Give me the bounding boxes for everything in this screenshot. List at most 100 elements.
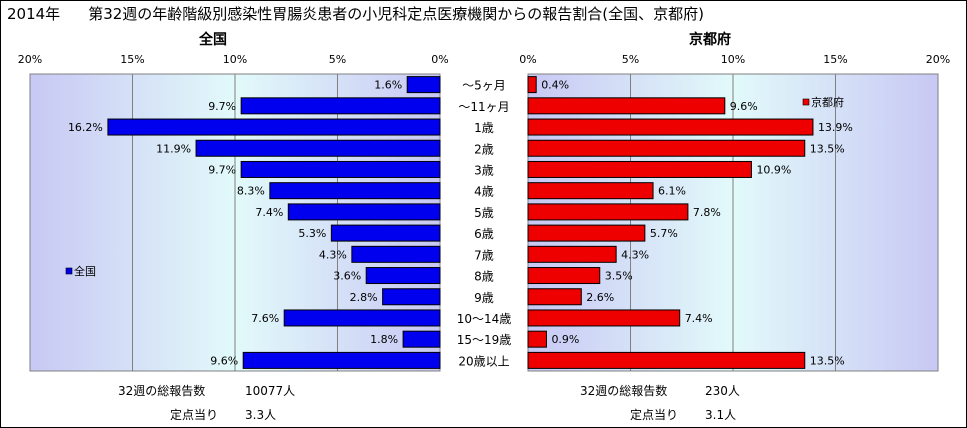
kyoto-bar [527, 160, 752, 178]
chart-title: 2014年 第32週の年齢階級別感染性胃腸炎患者の小児科定点医療機関からの報告割合… [7, 3, 704, 24]
national-data-label: 5.3% [298, 227, 326, 240]
national-data-label: 2.8% [350, 291, 378, 304]
kyoto-bar [527, 118, 814, 136]
kyoto-data-label: 13.9% [818, 121, 853, 134]
right-total-label: 32週の総報告数 [580, 384, 668, 398]
right-per-label: 定点当り [630, 408, 679, 422]
national-bar [240, 160, 441, 178]
national-bar [287, 203, 441, 221]
category-label: 6歳 [474, 227, 494, 241]
national-data-label: 9.6% [210, 354, 238, 367]
national-bar [382, 288, 441, 306]
category-label: 5歳 [474, 206, 494, 220]
left-tick-label: 15% [120, 53, 144, 66]
national-data-label: 3.6% [333, 270, 361, 283]
national-bar [406, 76, 441, 94]
legend-label-kyoto: 京都府 [811, 95, 844, 109]
category-label: ～11ヶ月 [458, 100, 509, 114]
kyoto-data-label: 0.9% [551, 333, 579, 346]
national-bar [351, 245, 441, 263]
right-tick-label: 10% [721, 53, 745, 66]
right-tick-label: 15% [823, 53, 847, 66]
category-label: 10～14歳 [457, 312, 512, 326]
category-label: ～5ヶ月 [462, 79, 506, 93]
kyoto-bar [527, 76, 537, 94]
kyoto-data-label: 7.8% [693, 206, 721, 219]
category-label: 3歳 [474, 163, 494, 177]
kyoto-data-label: 2.6% [586, 291, 614, 304]
category-label: 8歳 [474, 270, 494, 284]
category-label: 7歳 [474, 248, 494, 262]
kyoto-data-label: 10.9% [756, 163, 791, 176]
category-label: 20歳以上 [458, 354, 509, 368]
right-legend: 京都府 [802, 95, 844, 109]
left-legend: 全国 [65, 264, 96, 278]
national-data-label: 11.9% [156, 142, 191, 155]
legend-label-national: 全国 [74, 264, 96, 278]
national-bar [107, 118, 441, 136]
kyoto-data-label: 7.4% [685, 312, 713, 325]
kyoto-data-label: 9.6% [730, 100, 758, 113]
left-per-label: 定点当り [170, 408, 219, 422]
national-data-label: 8.3% [237, 185, 265, 198]
kyoto-data-label: 6.1% [658, 185, 686, 198]
kyoto-bar [527, 267, 601, 285]
title-year: 2014年 [7, 5, 61, 23]
category-label: 1歳 [474, 121, 494, 135]
kyoto-data-label: 3.5% [605, 270, 633, 283]
national-bar [195, 139, 441, 157]
left-total-label: 32週の総報告数 [118, 384, 206, 398]
kyoto-bar [527, 309, 681, 327]
kyoto-data-label: 4.3% [621, 248, 649, 261]
national-data-label: 4.3% [319, 248, 347, 261]
left-tick-label: 5% [329, 53, 346, 66]
national-bar [242, 351, 441, 369]
kyoto-bar [527, 224, 646, 242]
kyoto-bar [527, 203, 689, 221]
legend-swatch-kyoto [802, 98, 810, 106]
national-data-label: 1.8% [370, 333, 398, 346]
kyoto-data-label: 0.4% [541, 79, 569, 92]
national-bar [269, 182, 441, 200]
title-text: 第32週の年齢階級別感染性胃腸炎患者の小児科定点医療機関からの報告割合(全国、京… [88, 5, 704, 23]
left-tick-label: 20% [18, 53, 42, 66]
national-data-label: 9.7% [208, 163, 236, 176]
national-bar [365, 267, 441, 285]
kyoto-data-label: 13.5% [810, 142, 845, 155]
right-tick-label: 0% [519, 53, 536, 66]
national-data-label: 9.7% [208, 100, 236, 113]
kyoto-bar [527, 351, 806, 369]
right-total-value: 230人 [705, 384, 740, 398]
kyoto-bar [527, 97, 726, 115]
national-data-label: 16.2% [68, 121, 103, 134]
right-panel-header: 京都府 [689, 31, 731, 48]
kyoto-bar [527, 288, 582, 306]
kyoto-bar [527, 182, 654, 200]
national-data-label: 1.6% [374, 79, 402, 92]
kyoto-bar [527, 139, 806, 157]
left-panel-header: 全国 [198, 31, 227, 48]
right-tick-label: 5% [622, 53, 639, 66]
national-bar [283, 309, 441, 327]
kyoto-data-label: 13.5% [810, 354, 845, 367]
national-bar [240, 97, 441, 115]
left-tick-label: 0% [431, 53, 448, 66]
right-per-value: 3.1人 [705, 408, 737, 422]
national-bar [402, 330, 441, 348]
national-data-label: 7.6% [251, 312, 279, 325]
category-label: 4歳 [474, 185, 494, 199]
kyoto-bar [527, 330, 547, 348]
kyoto-data-label: 5.7% [650, 227, 678, 240]
national-data-label: 7.4% [255, 206, 283, 219]
left-tick-label: 10% [223, 53, 247, 66]
category-label: 2歳 [474, 142, 494, 156]
national-bar [330, 224, 441, 242]
left-per-value: 3.3人 [245, 408, 277, 422]
right-tick-label: 20% [926, 53, 950, 66]
left-total-value: 10077人 [245, 384, 296, 398]
legend-swatch-national [65, 267, 73, 275]
category-label: 9歳 [474, 291, 494, 305]
category-label: 15～19歳 [457, 333, 512, 347]
kyoto-bar [527, 245, 617, 263]
